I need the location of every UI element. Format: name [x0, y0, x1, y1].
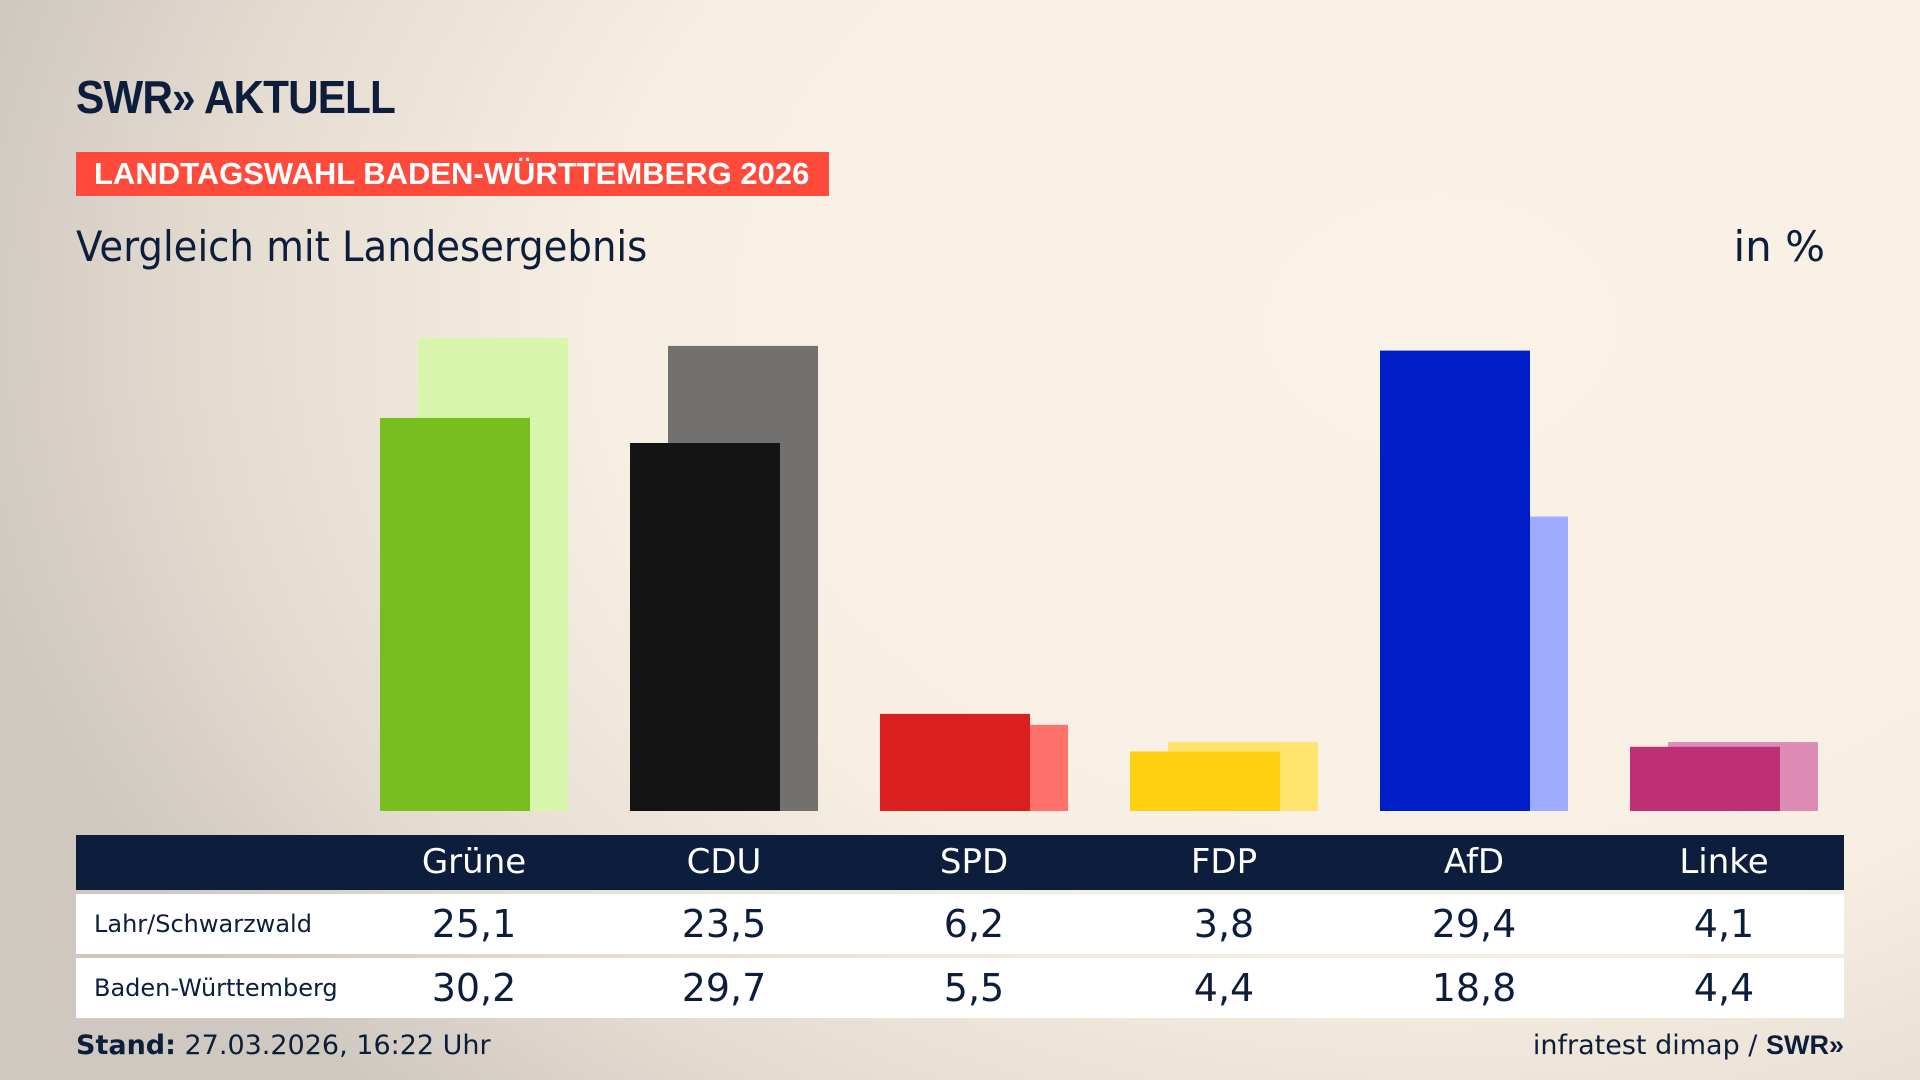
timestamp: Stand: 27.03.2026, 16:22 Uhr	[76, 1030, 491, 1061]
column-header: AfD	[1443, 842, 1505, 882]
election-banner: LANDTAGSWAHL BADEN-WÜRTTEMBERG 2026	[76, 152, 829, 196]
chart-title: Vergleich mit Landesergebnis	[76, 222, 648, 271]
bar-local-fdp	[1130, 751, 1280, 811]
table-row: 25,1 23,5 6,2 3,8 29,4 4,1 Lahr/Schwarzwald	[76, 894, 1844, 954]
row-label: Baden-Württemberg	[94, 974, 338, 1002]
value-cell: 3,8	[1193, 902, 1255, 946]
column-header: FDP	[1190, 842, 1258, 882]
value-cell: 18,8	[1431, 966, 1517, 1010]
value-cell: 30,2	[431, 966, 517, 1010]
column-header: CDU	[686, 842, 762, 882]
stand-label: Stand:	[76, 1030, 176, 1061]
column-header: SPD	[939, 842, 1009, 882]
stand-value: 27.03.2026, 16:22 Uhr	[175, 1030, 491, 1061]
value-cell: 25,1	[431, 902, 517, 946]
unit-label: in %	[1733, 222, 1825, 271]
bar-local-cdu	[630, 442, 780, 811]
bar-local-spd	[880, 713, 1030, 811]
bar-local-linke	[1630, 746, 1780, 811]
value-cell: 23,5	[681, 902, 767, 946]
table-header: Grüne CDU SPD FDP AfD Linke	[76, 835, 1844, 890]
table-row: 30,2 29,7 5,5 4,4 18,8 4,4 Baden-Württemberg	[76, 958, 1844, 1018]
row-label: Lahr/Schwarzwald	[94, 910, 312, 938]
column-header: Linke	[1679, 842, 1769, 882]
value-cell: 4,4	[1193, 966, 1255, 1010]
swr-aktuell-logo: SWR» AKTUELL	[76, 71, 396, 123]
bar-chart	[380, 338, 1818, 811]
value-cell: 29,7	[681, 966, 767, 1010]
value-cell: 6,2	[943, 902, 1005, 946]
bar-local-grüne	[380, 417, 530, 811]
column-header: Grüne	[421, 842, 527, 882]
results-table: Grüne CDU SPD FDP AfD Linke 25,1 23,5 6,2 3,8 29,…	[76, 835, 1844, 1018]
bar-local-afd	[1380, 350, 1530, 811]
source: infratest dimap / SWR»	[1533, 1030, 1844, 1061]
value-cell: 4,4	[1693, 966, 1755, 1010]
swr-logo: SWR»	[1765, 1030, 1844, 1060]
value-cell: 29,4	[1431, 902, 1517, 946]
value-cell: 5,5	[943, 966, 1005, 1010]
source-text: infratest dimap /	[1532, 1030, 1766, 1061]
value-cell: 4,1	[1693, 902, 1755, 946]
